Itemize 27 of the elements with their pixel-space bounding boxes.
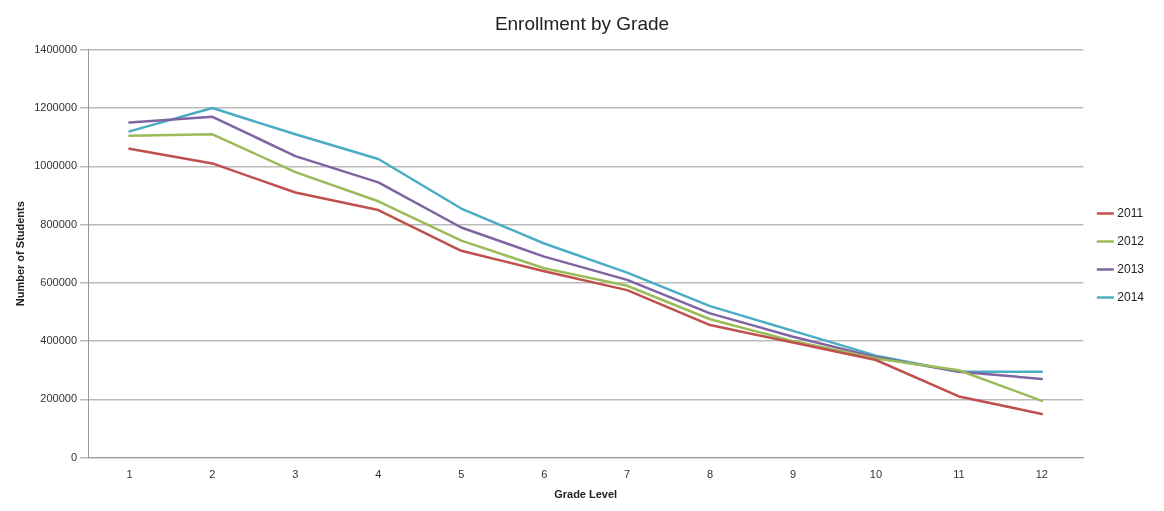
x-tick-label: 12 (1035, 468, 1048, 481)
x-tick-label: 7 (624, 468, 631, 481)
x-tick-label: 10 (869, 468, 883, 481)
y-tick-label: 0 (70, 450, 78, 463)
y-tick-label: 400000 (40, 334, 78, 347)
legend-label: 2014 (1117, 289, 1145, 304)
y-tick-label: 600000 (40, 275, 78, 288)
legend-label: 2012 (1117, 233, 1145, 248)
x-axis-title: Grade Level (554, 488, 618, 501)
x-tick-label: 11 (953, 468, 965, 481)
y-axis-title: Number of Students (13, 201, 26, 307)
chart-title: Enrollment by Grade (494, 12, 670, 34)
x-tick-label: 4 (375, 468, 382, 481)
x-tick-label: 1 (126, 468, 133, 481)
x-tick-label: 9 (789, 468, 797, 481)
x-tick-label: 6 (541, 468, 548, 481)
legend-label: 2011 (1117, 205, 1144, 220)
y-tick-label: 1000000 (34, 159, 78, 172)
y-tick-label: 800000 (40, 217, 78, 230)
x-tick-label: 2 (209, 468, 216, 481)
y-tick-label: 1200000 (34, 101, 78, 114)
y-tick-label: 200000 (40, 392, 78, 405)
x-tick-label: 8 (707, 468, 714, 481)
y-tick-label: 1400000 (34, 42, 78, 55)
legend-label: 2013 (1117, 261, 1145, 276)
x-tick-label: 5 (458, 468, 465, 481)
x-tick-label: 3 (292, 468, 299, 481)
